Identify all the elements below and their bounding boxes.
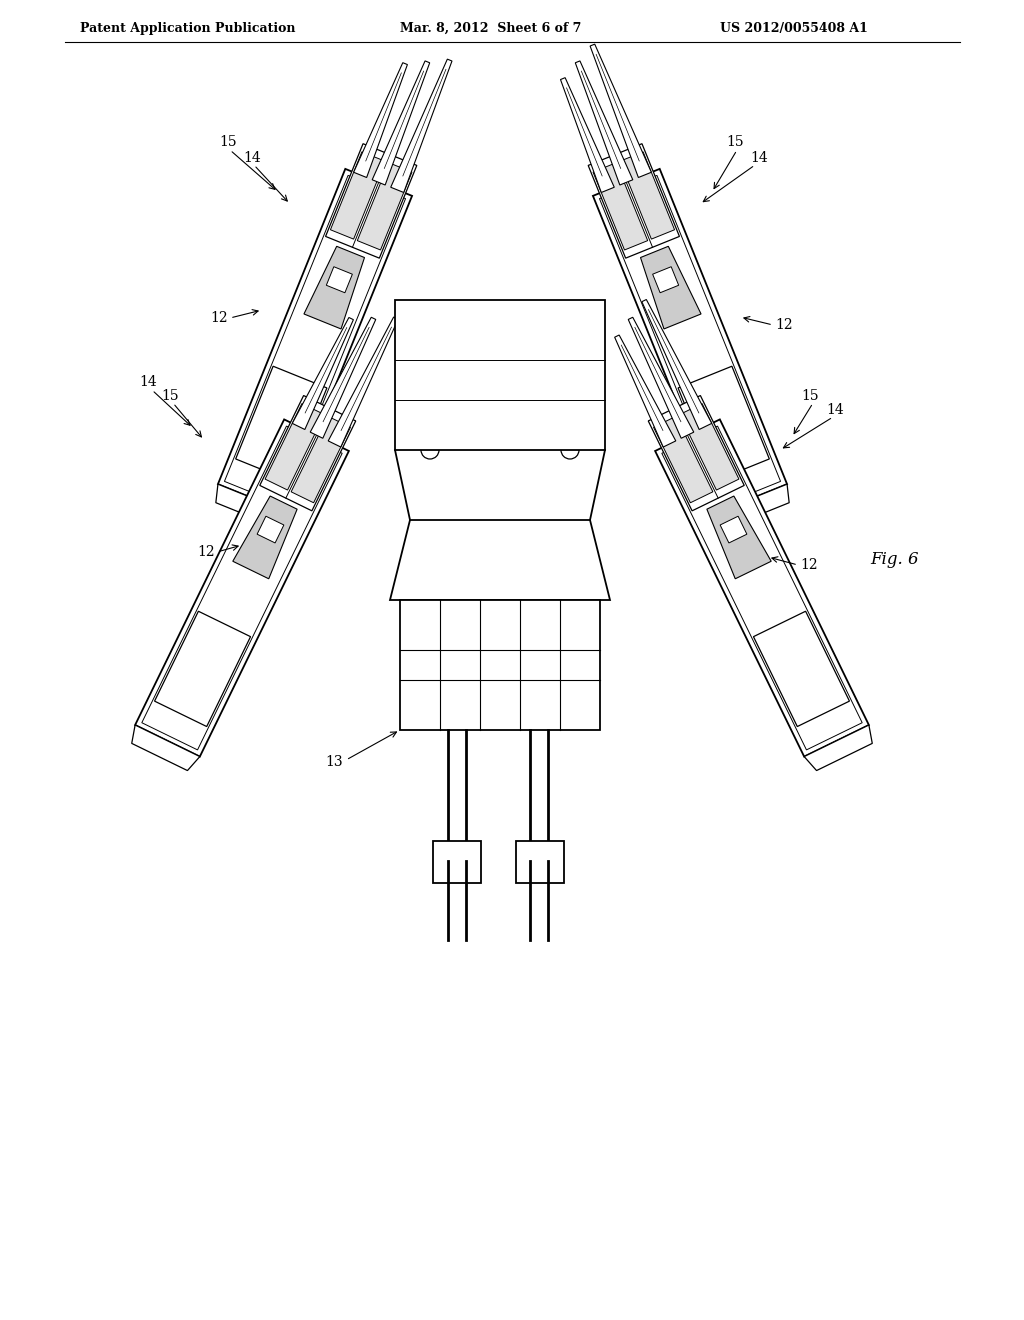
Polygon shape: [329, 317, 398, 447]
Polygon shape: [357, 162, 412, 249]
Polygon shape: [642, 300, 712, 429]
Polygon shape: [560, 78, 614, 193]
Polygon shape: [232, 496, 297, 578]
Polygon shape: [620, 152, 675, 239]
Text: 12: 12: [198, 545, 215, 558]
Text: 12: 12: [775, 318, 793, 333]
Polygon shape: [265, 404, 325, 490]
Polygon shape: [353, 62, 408, 177]
Polygon shape: [132, 725, 200, 771]
Text: 14: 14: [751, 150, 768, 165]
Text: 12: 12: [210, 312, 228, 325]
Text: 15: 15: [219, 135, 237, 149]
Text: 15: 15: [161, 389, 179, 403]
Polygon shape: [433, 841, 481, 883]
Polygon shape: [390, 520, 610, 601]
Polygon shape: [575, 61, 633, 185]
Polygon shape: [707, 496, 771, 578]
Polygon shape: [292, 318, 353, 429]
Polygon shape: [720, 484, 790, 525]
Polygon shape: [395, 300, 605, 450]
Polygon shape: [391, 59, 452, 193]
Text: 13: 13: [326, 755, 343, 770]
Polygon shape: [310, 317, 376, 438]
Text: 14: 14: [243, 150, 261, 165]
Polygon shape: [655, 420, 869, 756]
Polygon shape: [141, 426, 342, 750]
Polygon shape: [652, 267, 679, 293]
Text: 12: 12: [800, 558, 817, 572]
Polygon shape: [304, 247, 365, 329]
Text: Mar. 8, 2012  Sheet 6 of 7: Mar. 8, 2012 Sheet 6 of 7: [400, 22, 582, 36]
Polygon shape: [588, 144, 680, 259]
Polygon shape: [599, 176, 780, 504]
Polygon shape: [224, 176, 406, 504]
Text: 14: 14: [139, 375, 157, 389]
Polygon shape: [754, 611, 850, 726]
Polygon shape: [216, 484, 285, 525]
Polygon shape: [680, 404, 739, 490]
Polygon shape: [372, 61, 430, 185]
Polygon shape: [678, 366, 769, 480]
Polygon shape: [593, 162, 648, 249]
Polygon shape: [155, 611, 251, 726]
Polygon shape: [257, 516, 284, 543]
Polygon shape: [516, 841, 564, 883]
Text: Patent Application Publication: Patent Application Publication: [80, 22, 296, 36]
Polygon shape: [135, 420, 349, 756]
Polygon shape: [327, 267, 352, 293]
Ellipse shape: [444, 851, 470, 873]
Polygon shape: [331, 152, 385, 239]
Text: Fig. 6: Fig. 6: [870, 552, 919, 569]
Text: 15: 15: [801, 389, 819, 403]
Text: US 2012/0055408 A1: US 2012/0055408 A1: [720, 22, 868, 36]
Text: 15: 15: [726, 135, 743, 149]
Polygon shape: [326, 144, 417, 259]
Polygon shape: [720, 516, 746, 543]
Polygon shape: [640, 247, 701, 329]
Polygon shape: [291, 416, 350, 503]
Polygon shape: [593, 169, 787, 511]
Polygon shape: [260, 396, 355, 511]
Ellipse shape: [527, 851, 553, 873]
Polygon shape: [629, 317, 694, 438]
Text: 14: 14: [826, 403, 844, 417]
Polygon shape: [614, 335, 676, 447]
Polygon shape: [653, 416, 713, 503]
Polygon shape: [662, 426, 862, 750]
Polygon shape: [590, 44, 651, 177]
Polygon shape: [236, 366, 327, 480]
Polygon shape: [400, 601, 600, 730]
Polygon shape: [648, 396, 744, 511]
Polygon shape: [804, 725, 872, 771]
Polygon shape: [218, 169, 412, 511]
